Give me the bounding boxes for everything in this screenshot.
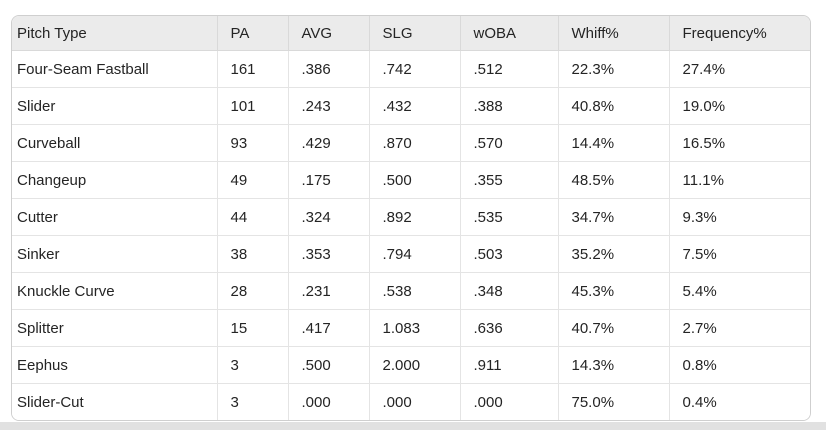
stat-cell-pa: 44 bbox=[216, 198, 288, 236]
stat-cell-woba: .512 bbox=[459, 50, 558, 88]
bottom-edge-band bbox=[0, 422, 826, 430]
stat-cell-whiff-pct: 40.8% bbox=[557, 87, 669, 125]
stat-cell-frequency-pct: 5.4% bbox=[668, 272, 810, 310]
stat-cell-whiff-pct: 22.3% bbox=[557, 50, 669, 88]
stat-cell-slg: .794 bbox=[368, 235, 460, 273]
stat-cell-woba: .348 bbox=[459, 272, 558, 310]
stat-cell-pa: 3 bbox=[216, 346, 288, 384]
pitch-type-cell: Changeup bbox=[12, 161, 217, 199]
stat-cell-woba: .355 bbox=[459, 161, 558, 199]
table-row-slider: Slider 101.243.432.388 40.8% 19.0% bbox=[12, 87, 810, 125]
stat-cell-whiff-pct: 40.7% bbox=[557, 309, 669, 347]
stat-cell-frequency-pct: 0.4% bbox=[668, 383, 810, 420]
column-header-pa: PA bbox=[216, 16, 288, 51]
stat-cell-frequency-pct: 19.0% bbox=[668, 87, 810, 125]
table-row-sinker: Sinker 38.353.794.503 35.2% 7.5% bbox=[12, 235, 810, 273]
table-row-eephus: Eephus 3.500 2.000.911 14.3% 0.8% bbox=[12, 346, 810, 384]
pitch-type-cell: Curveball bbox=[12, 124, 217, 162]
table-row-knuckle-curve: Knuckle Curve 28.231.538.348 45.3% 5.4% bbox=[12, 272, 810, 310]
stat-cell-whiff-pct: 14.4% bbox=[557, 124, 669, 162]
stat-cell-avg: .231 bbox=[287, 272, 369, 310]
pitch-type-cell: Splitter bbox=[12, 309, 217, 347]
column-header-whiff: Whiff% bbox=[557, 16, 669, 51]
stat-cell-avg: .000 bbox=[287, 383, 369, 420]
stat-cell-whiff-pct: 45.3% bbox=[557, 272, 669, 310]
stat-cell-woba: .636 bbox=[459, 309, 558, 347]
stat-cell-slg: 2.000 bbox=[368, 346, 460, 384]
pitch-type-cell: Sinker bbox=[12, 235, 217, 273]
column-header-woba: wOBA bbox=[459, 16, 558, 51]
pitch-type-cell: Cutter bbox=[12, 198, 217, 236]
pitch-type-cell: Knuckle Curve bbox=[12, 272, 217, 310]
stat-cell-avg: .353 bbox=[287, 235, 369, 273]
table-body: Four-Seam Fastball 161.386.742.512 22.3% 27… bbox=[12, 50, 810, 420]
column-header-avg: AVG bbox=[287, 16, 369, 51]
stat-cell-pa: 3 bbox=[216, 383, 288, 420]
stat-cell-whiff-pct: 48.5% bbox=[557, 161, 669, 199]
pitch-type-cell: Four-Seam Fastball bbox=[12, 50, 217, 88]
pitch-type-cell: Eephus bbox=[12, 346, 217, 384]
stat-cell-frequency-pct: 27.4% bbox=[668, 50, 810, 88]
stat-cell-whiff-pct: 34.7% bbox=[557, 198, 669, 236]
stat-cell-avg: .429 bbox=[287, 124, 369, 162]
table-row-slider-cut: Slider-Cut 3.000.000.000 75.0% 0.4% bbox=[12, 383, 810, 420]
stat-cell-pa: 28 bbox=[216, 272, 288, 310]
stat-cell-pa: 161 bbox=[216, 50, 288, 88]
stat-cell-pa: 38 bbox=[216, 235, 288, 273]
stat-cell-frequency-pct: 16.5% bbox=[668, 124, 810, 162]
stat-cell-slg: 1.083 bbox=[368, 309, 460, 347]
stat-cell-woba: .911 bbox=[459, 346, 558, 384]
stat-cell-woba: .535 bbox=[459, 198, 558, 236]
stat-cell-woba: .000 bbox=[459, 383, 558, 420]
table-row-four-seam-fastball: Four-Seam Fastball 161.386.742.512 22.3% 27… bbox=[12, 50, 810, 88]
stat-cell-pa: 15 bbox=[216, 309, 288, 347]
stat-cell-slg: .432 bbox=[368, 87, 460, 125]
pitch-type-cell: Slider bbox=[12, 87, 217, 125]
column-header-pitch-type: Pitch Type bbox=[12, 16, 217, 51]
stat-cell-slg: .870 bbox=[368, 124, 460, 162]
stat-cell-slg: .500 bbox=[368, 161, 460, 199]
stat-cell-woba: .570 bbox=[459, 124, 558, 162]
pitch-type-cell: Slider-Cut bbox=[12, 383, 217, 420]
column-header-frequency: Frequency% bbox=[668, 16, 810, 51]
header-row: Pitch Type PA AVG SLG wOBA Whiff% Frequency% bbox=[12, 16, 810, 51]
stat-cell-avg: .324 bbox=[287, 198, 369, 236]
stat-cell-avg: .175 bbox=[287, 161, 369, 199]
stat-cell-avg: .417 bbox=[287, 309, 369, 347]
stat-cell-pa: 101 bbox=[216, 87, 288, 125]
stat-cell-slg: .892 bbox=[368, 198, 460, 236]
stat-cell-pa: 49 bbox=[216, 161, 288, 199]
stat-cell-slg: .538 bbox=[368, 272, 460, 310]
pitch-stats-table: Pitch Type PA AVG SLG wOBA Whiff% Frequency% F… bbox=[11, 15, 811, 421]
table-row-cutter: Cutter 44.324.892.535 34.7% 9.3% bbox=[12, 198, 810, 236]
stat-cell-avg: .243 bbox=[287, 87, 369, 125]
stat-cell-avg: .500 bbox=[287, 346, 369, 384]
stat-cell-avg: .386 bbox=[287, 50, 369, 88]
stat-cell-whiff-pct: 14.3% bbox=[557, 346, 669, 384]
stat-cell-slg: .742 bbox=[368, 50, 460, 88]
stat-cell-whiff-pct: 35.2% bbox=[557, 235, 669, 273]
stat-cell-frequency-pct: 11.1% bbox=[668, 161, 810, 199]
stats-table: Pitch Type PA AVG SLG wOBA Whiff% Frequency% F… bbox=[12, 16, 810, 420]
stat-cell-frequency-pct: 7.5% bbox=[668, 235, 810, 273]
stat-cell-woba: .388 bbox=[459, 87, 558, 125]
stat-cell-frequency-pct: 2.7% bbox=[668, 309, 810, 347]
stat-cell-pa: 93 bbox=[216, 124, 288, 162]
table-row-splitter: Splitter 15.417 1.083.636 40.7% 2.7% bbox=[12, 309, 810, 347]
stat-cell-slg: .000 bbox=[368, 383, 460, 420]
column-header-slg: SLG bbox=[368, 16, 460, 51]
table-row-changeup: Changeup 49.175.500.355 48.5% 11.1% bbox=[12, 161, 810, 199]
stat-cell-frequency-pct: 9.3% bbox=[668, 198, 810, 236]
stat-cell-woba: .503 bbox=[459, 235, 558, 273]
table-row-curveball: Curveball 93.429.870.570 14.4% 16.5% bbox=[12, 124, 810, 162]
stat-cell-whiff-pct: 75.0% bbox=[557, 383, 669, 420]
stat-cell-frequency-pct: 0.8% bbox=[668, 346, 810, 384]
